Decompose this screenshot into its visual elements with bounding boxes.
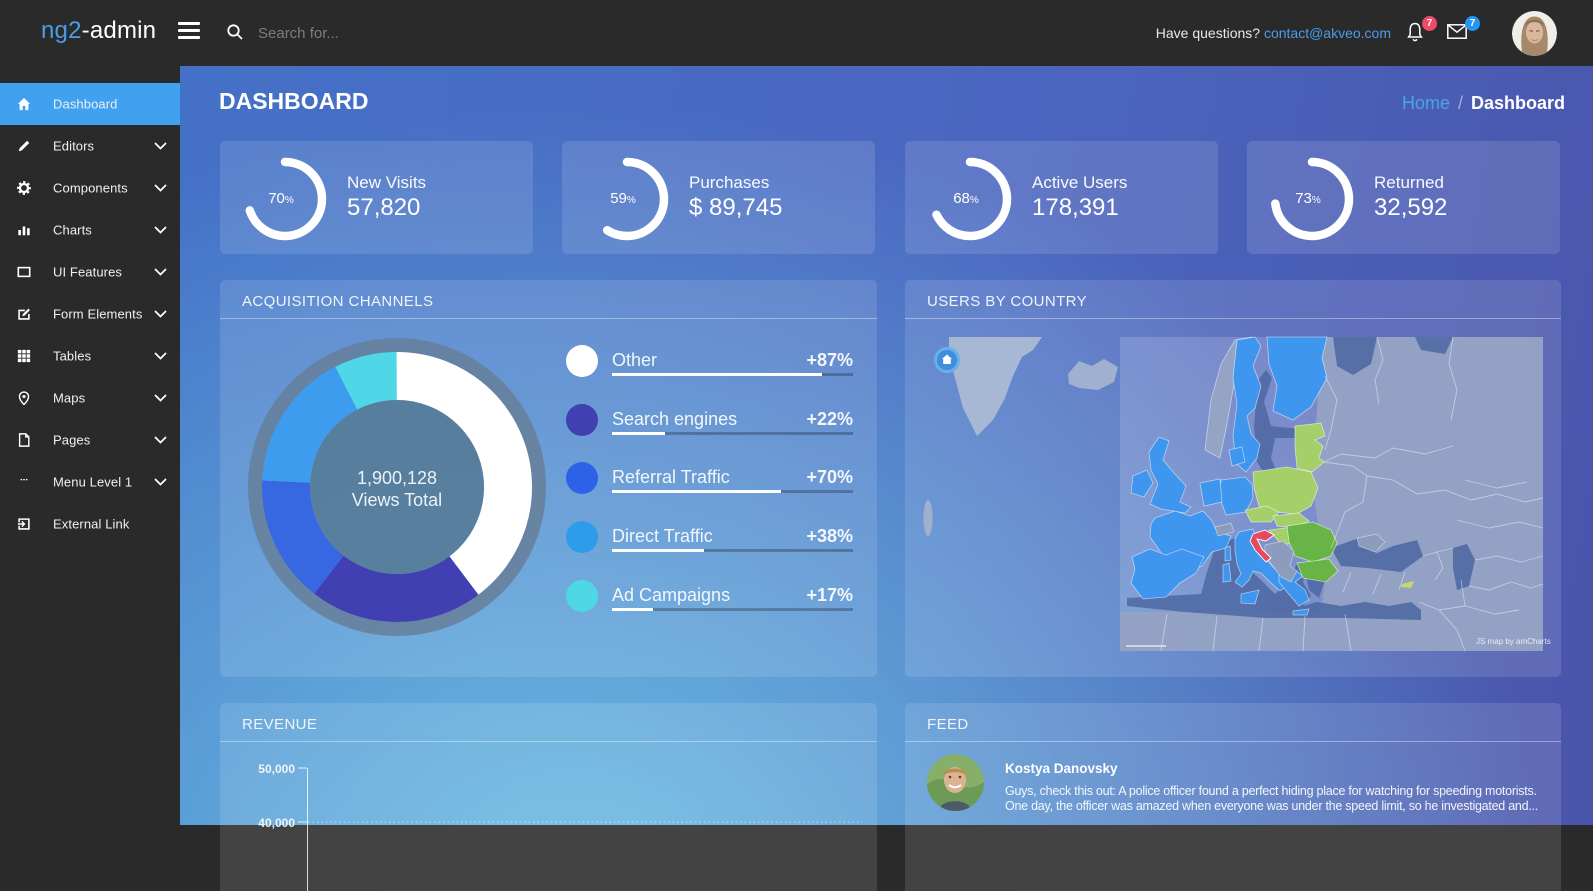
svg-text:JS map by amCharts: JS map by amCharts <box>1476 637 1551 646</box>
